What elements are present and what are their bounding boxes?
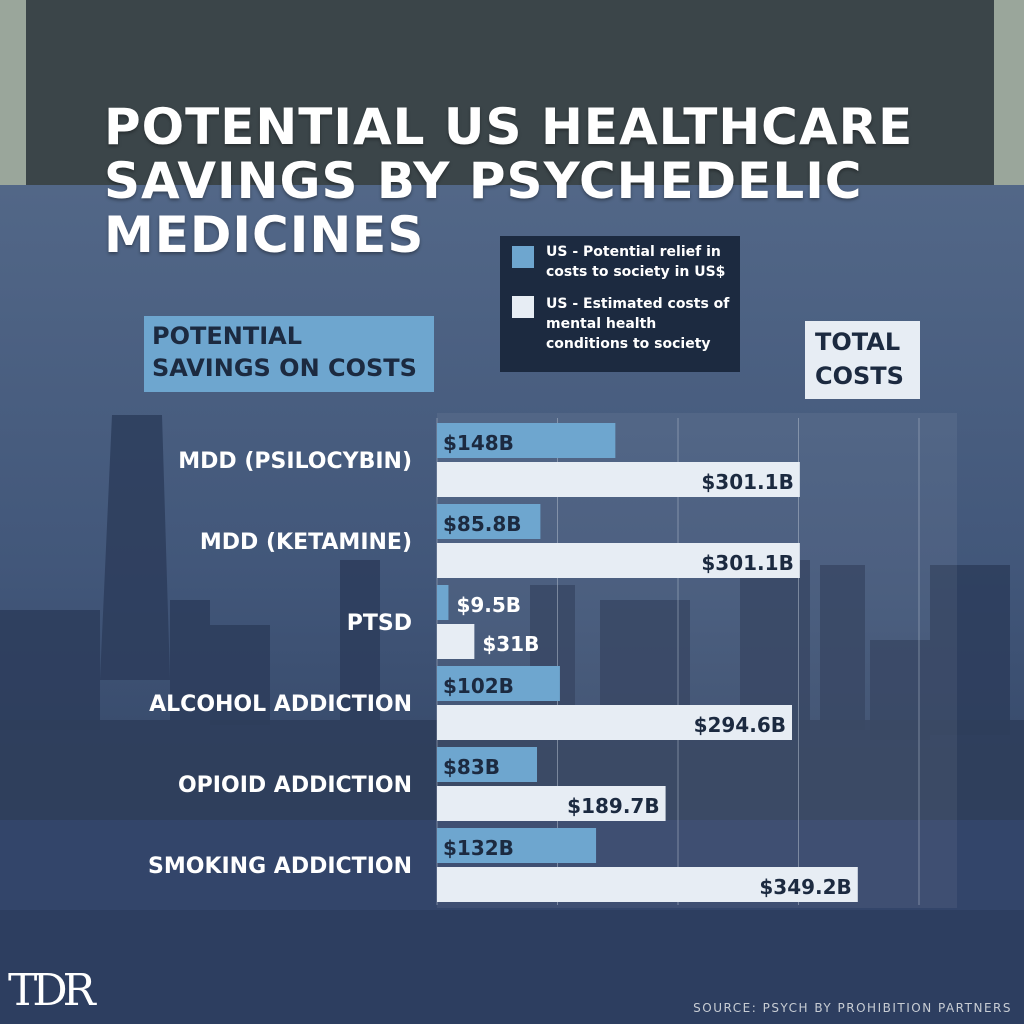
total-value-label: $294.6B — [694, 713, 786, 737]
savings-value-label: $132B — [443, 836, 514, 860]
savings-value-label: $9.5B — [456, 593, 521, 617]
total-bar — [437, 543, 800, 578]
category-label: SMOKING ADDICTION — [148, 854, 412, 879]
category-label: MDD (PSILOCYBIN) — [178, 449, 412, 474]
top-band — [26, 0, 994, 185]
category-label: OPIOID ADDICTION — [178, 773, 412, 798]
source-note: SOURCE: PSYCH BY PROHIBITION PARTNERS — [693, 1001, 1012, 1015]
tdr-logo: TDR — [8, 965, 96, 1016]
savings-bar — [437, 423, 616, 458]
legend-swatch-savings — [512, 246, 534, 268]
savings-value-label: $85.8B — [443, 512, 522, 536]
total-bar — [437, 462, 800, 497]
left-stripe — [0, 0, 26, 185]
savings-value-label: $83B — [443, 755, 500, 779]
total-bar — [437, 867, 858, 902]
right-stripe — [994, 0, 1024, 185]
total-bar — [437, 705, 792, 740]
savings-bar — [437, 747, 538, 782]
total-value-label: $31B — [482, 632, 539, 656]
page-title: POTENTIAL US HEALTHCARE SAVINGS BY PSYCH… — [104, 98, 914, 264]
savings-bar — [437, 828, 597, 863]
savings-bar — [437, 666, 560, 701]
savings-bar — [437, 504, 541, 539]
total-value-label: $301.1B — [701, 551, 793, 575]
category-label: ALCOHOL ADDICTION — [149, 692, 412, 717]
category-label: PTSD — [347, 611, 412, 636]
savings-bar — [437, 585, 449, 620]
legend-label-savings: US - Potential relief in costs to societ… — [546, 244, 726, 280]
total-value-label: $189.7B — [567, 794, 659, 818]
savings-value-label: $148B — [443, 431, 514, 455]
legend-swatch-total — [512, 296, 534, 318]
savings-value-label: $102B — [443, 674, 514, 698]
category-label: MDD (KETAMINE) — [200, 530, 412, 555]
legend: US - Potential relief in costs to societ… — [500, 236, 740, 372]
total-bar — [437, 786, 666, 821]
total-value-label: $301.1B — [701, 470, 793, 494]
savings-column-header: POTENTIAL SAVINGS ON COSTS — [144, 316, 434, 392]
total-column-header: TOTAL COSTS — [805, 321, 920, 399]
total-bar — [437, 624, 475, 659]
legend-label-total: US - Estimated costs of mental health co… — [546, 296, 730, 352]
total-value-label: $349.2B — [759, 875, 851, 899]
